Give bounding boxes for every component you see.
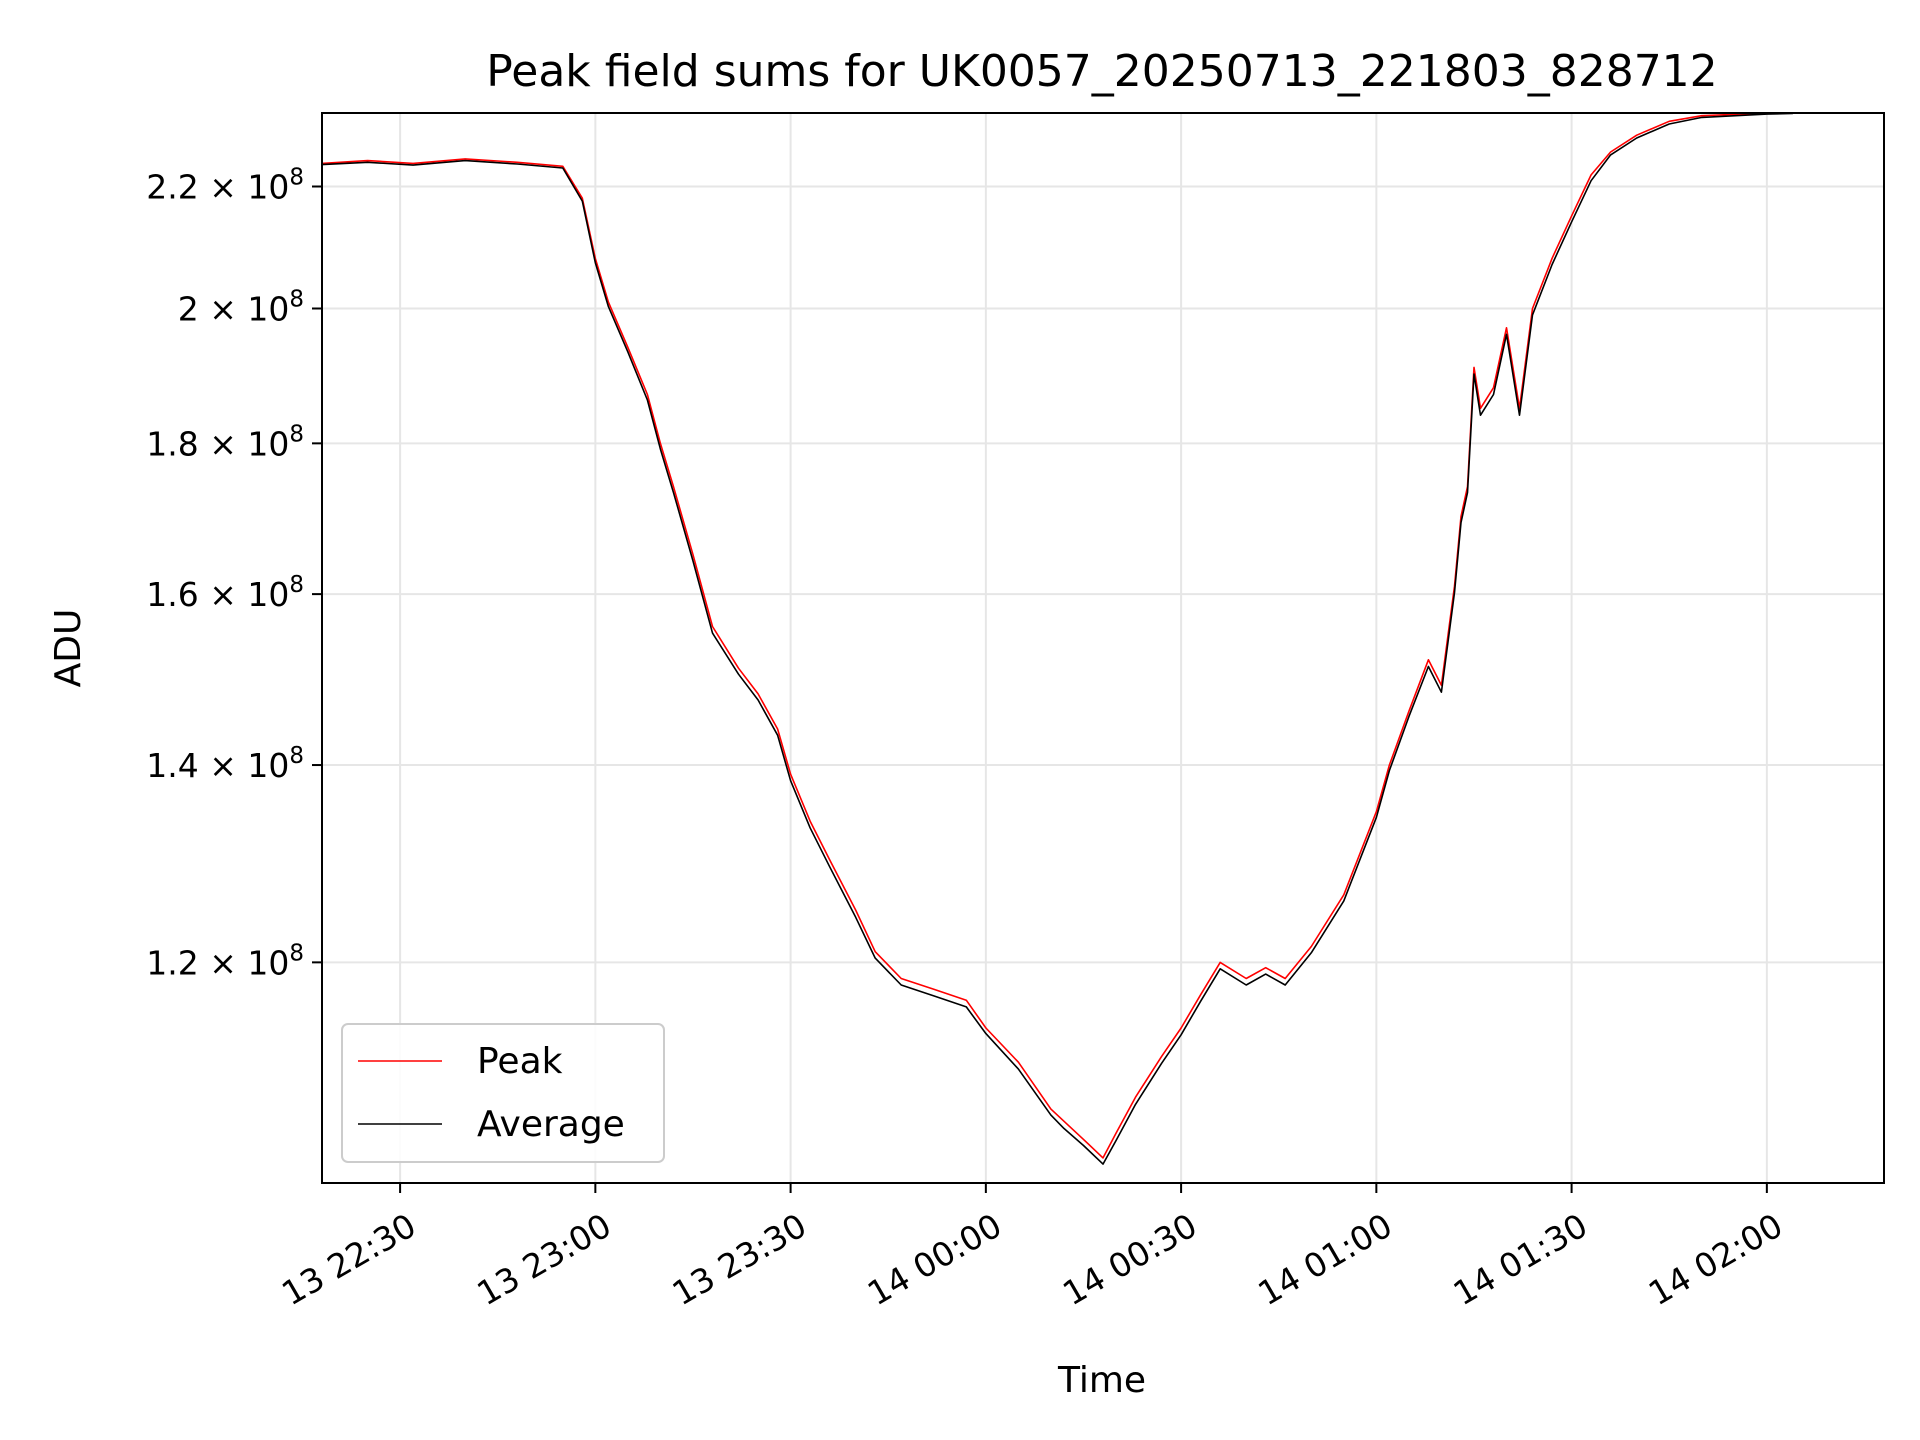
y-tick-mantissa: 2 xyxy=(178,289,199,328)
y-tick-label: 1.6 × 108 xyxy=(146,572,304,614)
y-tick-times: × xyxy=(199,167,248,206)
y-tick-label: 1.4 × 108 xyxy=(146,743,304,785)
grid-lines xyxy=(322,113,1884,1183)
y-tick-exponent: 8 xyxy=(289,940,304,966)
legend-label-average: Average xyxy=(477,1104,625,1145)
x-axis-label: Time xyxy=(1057,1360,1146,1401)
series-line-peak xyxy=(321,112,1793,1159)
chart-title: Peak field sums for UK0057_20250713_2218… xyxy=(486,46,1717,97)
y-tick-label: 2.2 × 108 xyxy=(146,164,304,206)
y-tick-exponent: 8 xyxy=(289,421,304,447)
series-layer xyxy=(321,112,1793,1165)
y-tick-mantissa: 2.2 xyxy=(146,167,198,206)
y-tick-base: 10 xyxy=(247,289,289,328)
y-tick-exponent: 8 xyxy=(289,286,304,312)
y-tick-times: × xyxy=(199,575,248,614)
y-tick-base: 10 xyxy=(247,746,289,785)
plot-frame xyxy=(321,112,1885,1184)
legend-label-peak: Peak xyxy=(477,1041,563,1082)
y-tick-base: 10 xyxy=(247,943,289,982)
y-tick-mantissa: 1.8 xyxy=(146,424,198,463)
y-tick-label: 2 × 108 xyxy=(178,286,304,328)
y-tick-mantissa: 1.4 xyxy=(146,746,198,785)
y-tick-mantissa: 1.6 xyxy=(146,575,198,614)
y-tick-times: × xyxy=(199,289,248,328)
y-tick-exponent: 8 xyxy=(289,743,304,769)
y-tick-base: 10 xyxy=(247,167,289,206)
y-tick-base: 10 xyxy=(247,575,289,614)
y-tick-times: × xyxy=(199,746,248,785)
y-tick-label: 1.2 × 108 xyxy=(146,940,304,982)
y-tick-times: × xyxy=(199,943,248,982)
y-tick-exponent: 8 xyxy=(289,572,304,598)
series-line-average xyxy=(321,112,1793,1165)
legend-box xyxy=(341,1023,665,1163)
y-tick-exponent: 8 xyxy=(289,164,304,190)
y-tick-mantissa: 1.2 xyxy=(146,943,198,982)
y-tick-base: 10 xyxy=(247,424,289,463)
y-tick-times: × xyxy=(199,424,248,463)
legend: Peak Average xyxy=(341,1023,665,1163)
y-axis-label: ADU xyxy=(48,609,89,688)
y-tick-label: 1.8 × 108 xyxy=(146,421,304,463)
